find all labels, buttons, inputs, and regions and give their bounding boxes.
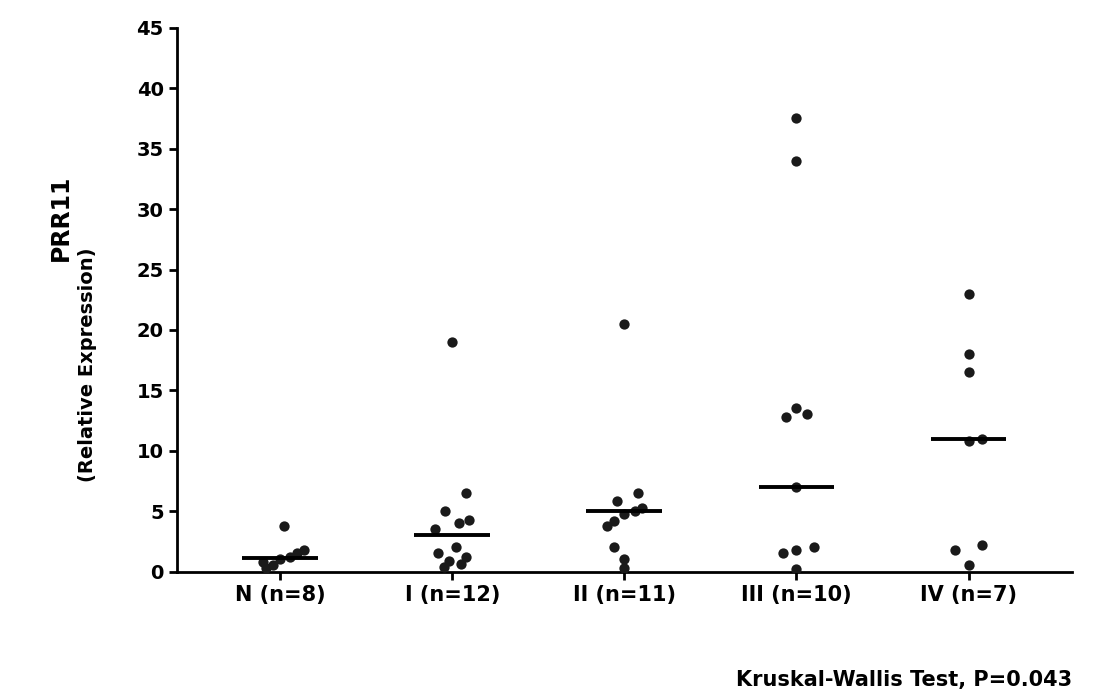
Point xyxy=(974,539,991,551)
Point xyxy=(788,564,806,575)
Point xyxy=(788,403,806,414)
Point xyxy=(629,487,646,498)
Point xyxy=(960,560,978,571)
Point xyxy=(271,554,288,565)
Point xyxy=(615,508,633,519)
Point xyxy=(960,367,978,378)
Point xyxy=(452,559,470,570)
Point xyxy=(788,544,806,556)
Point xyxy=(288,548,306,559)
Point xyxy=(434,561,452,572)
Point xyxy=(264,560,282,571)
Text: (Relative Expression): (Relative Expression) xyxy=(77,247,97,482)
Point xyxy=(606,542,623,553)
Point xyxy=(257,562,275,574)
Point xyxy=(606,515,623,526)
Point xyxy=(788,482,806,493)
Point xyxy=(615,562,633,574)
Point xyxy=(788,113,806,124)
Point xyxy=(436,505,454,516)
Point xyxy=(974,433,991,444)
Point xyxy=(443,337,461,348)
Point xyxy=(615,319,633,330)
Text: PRR11: PRR11 xyxy=(49,175,73,261)
Point xyxy=(615,554,633,565)
Point xyxy=(295,544,313,556)
Point xyxy=(777,411,794,422)
Point xyxy=(461,514,478,525)
Point xyxy=(960,288,978,299)
Point xyxy=(798,409,815,420)
Point xyxy=(598,520,615,531)
Point xyxy=(430,548,448,559)
Point xyxy=(282,551,299,562)
Point xyxy=(960,348,978,360)
Point xyxy=(457,487,475,498)
Point xyxy=(457,551,475,562)
Text: Kruskal-Wallis Test, P=0.043: Kruskal-Wallis Test, P=0.043 xyxy=(736,671,1072,690)
Point xyxy=(450,518,467,529)
Point xyxy=(946,544,964,556)
Point xyxy=(625,505,643,516)
Point xyxy=(774,548,791,559)
Point xyxy=(960,436,978,447)
Point xyxy=(804,542,822,553)
Point xyxy=(633,502,651,513)
Point xyxy=(609,496,627,507)
Point xyxy=(446,542,464,553)
Point xyxy=(275,520,293,531)
Point xyxy=(788,155,806,167)
Point xyxy=(440,555,457,566)
Point xyxy=(254,556,272,567)
Point xyxy=(427,523,444,535)
